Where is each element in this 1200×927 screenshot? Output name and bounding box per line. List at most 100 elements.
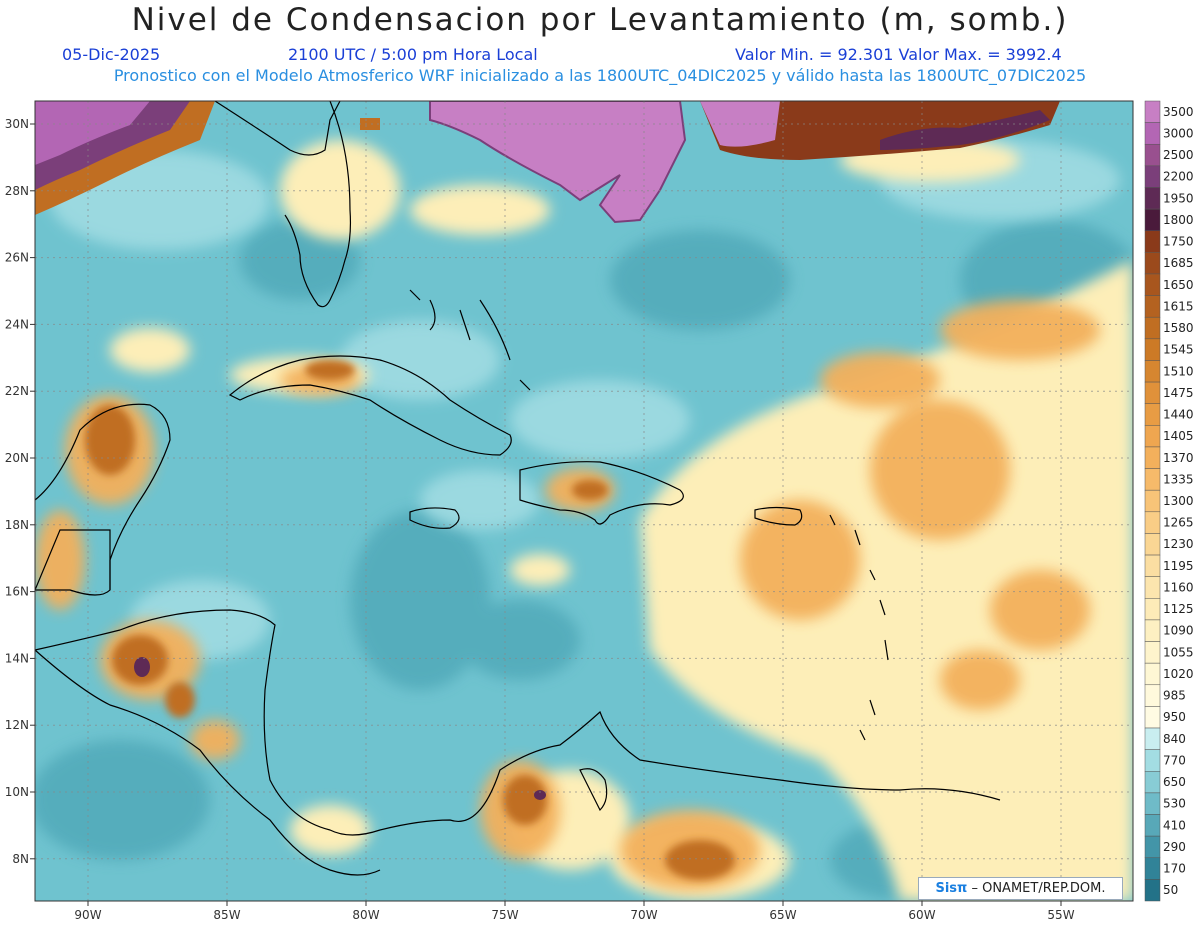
shaded-field bbox=[35, 101, 1133, 901]
legend-swatch bbox=[1144, 706, 1161, 729]
northern-high-band bbox=[35, 101, 1060, 224]
legend-label: 290 bbox=[1163, 840, 1186, 854]
legend-swatch bbox=[1144, 122, 1161, 145]
legend-swatch bbox=[1144, 208, 1161, 231]
legend-label: 1370 bbox=[1163, 451, 1194, 465]
lat-tick-label: 20N bbox=[5, 451, 29, 465]
lon-tick-label: 60W bbox=[908, 908, 935, 922]
legend-swatch bbox=[1144, 879, 1161, 902]
lat-tick-label: 8N bbox=[12, 852, 29, 866]
legend-label: 170 bbox=[1163, 862, 1186, 876]
legend-label: 1615 bbox=[1163, 299, 1194, 313]
legend-label: 1510 bbox=[1163, 364, 1194, 378]
lat-tick-label: 18N bbox=[5, 518, 29, 532]
maximum-spots bbox=[134, 657, 546, 800]
central-america-coast bbox=[34, 609, 1001, 836]
legend-label: 650 bbox=[1163, 775, 1186, 789]
legend-swatch bbox=[1144, 662, 1161, 686]
lon-tick-label: 65W bbox=[769, 908, 796, 922]
legend-label: 530 bbox=[1163, 797, 1186, 811]
legend-swatch bbox=[1144, 187, 1161, 210]
color-legend: 3500 3000 2500 2200 1950 1800 1750 1685 1650 1615… bbox=[1144, 100, 1194, 902]
legend-swatch bbox=[1144, 143, 1161, 167]
legend-label: 1800 bbox=[1163, 213, 1194, 227]
lon-tick-label: 75W bbox=[491, 908, 518, 922]
map-title: Nivel de Condensacion por Levantamiento … bbox=[131, 2, 1069, 38]
cuba-coast bbox=[228, 355, 512, 456]
legend-label: 770 bbox=[1163, 753, 1186, 767]
map-frame bbox=[34, 100, 1134, 902]
hispaniola-coast bbox=[519, 461, 684, 525]
legend-label: 3500 bbox=[1163, 105, 1194, 119]
lat-tick-label: 12N bbox=[5, 718, 29, 732]
legend-label: 1750 bbox=[1163, 235, 1194, 249]
lat-tick-label: 16N bbox=[5, 585, 29, 599]
model-subtitle: Pronostico con el Modelo Atmosferico WRF… bbox=[113, 66, 1087, 85]
legend-label: 1090 bbox=[1163, 624, 1194, 638]
lat-tick-label: 14N bbox=[5, 651, 29, 665]
value-min-max: Valor Min. = 92.301 Valor Max. = 3992.4 bbox=[735, 45, 1062, 64]
legend-swatch bbox=[1144, 749, 1161, 772]
coastlines bbox=[34, 100, 1001, 876]
credit-text: – ONAMET/REP.DOM. bbox=[971, 881, 1106, 896]
legend-swatch bbox=[1144, 446, 1161, 469]
puerto-rico-coast bbox=[754, 506, 803, 526]
legend-swatch bbox=[1144, 425, 1161, 448]
legend-swatch bbox=[1144, 619, 1161, 642]
legend-swatch bbox=[1144, 273, 1161, 296]
legend-label: 1230 bbox=[1163, 537, 1194, 551]
lon-tick-label: 85W bbox=[213, 908, 240, 922]
legend-label: 1580 bbox=[1163, 321, 1194, 335]
central-america-pacific-coast bbox=[34, 649, 381, 876]
lat-tick-label: 28N bbox=[5, 184, 29, 198]
graticule bbox=[35, 101, 1133, 901]
legend-swatch bbox=[1144, 381, 1161, 404]
bahamas-coast bbox=[409, 289, 531, 391]
legend-label: 1160 bbox=[1163, 580, 1194, 594]
legend-swatch bbox=[1144, 230, 1161, 253]
forecast-time: 2100 UTC / 5:00 pm Hora Local bbox=[288, 45, 538, 64]
lat-tick-label: 30N bbox=[5, 117, 29, 131]
legend-label: 1475 bbox=[1163, 386, 1194, 400]
axis-ticks: 90W 85W 80W 75W 70W 65W 60W 55W 30N 28N 26N 24N 22N 2… bbox=[5, 117, 1075, 922]
mexico-guatemala-border bbox=[34, 529, 111, 591]
legend-label: 1440 bbox=[1163, 408, 1194, 422]
legend-swatch bbox=[1144, 576, 1161, 599]
florida-coast bbox=[214, 100, 352, 308]
legend-label: 1685 bbox=[1163, 256, 1194, 270]
legend-label: 1405 bbox=[1163, 429, 1194, 443]
lat-tick-label: 10N bbox=[5, 785, 29, 799]
legend-swatch bbox=[1144, 165, 1161, 188]
legend-label: 1055 bbox=[1163, 645, 1194, 659]
legend-label: 50 bbox=[1163, 883, 1178, 897]
legend-label: 1195 bbox=[1163, 559, 1194, 573]
legend-swatch bbox=[1144, 403, 1161, 426]
lesser-antilles-coast bbox=[829, 514, 889, 741]
forecast-date: 05-Dic-2025 bbox=[62, 45, 161, 64]
legend-label: 1020 bbox=[1163, 667, 1194, 681]
legend-swatch bbox=[1144, 316, 1161, 340]
legend-swatch bbox=[1144, 554, 1161, 577]
legend-swatch bbox=[1144, 511, 1161, 534]
legend-swatch bbox=[1144, 338, 1161, 361]
legend-label: 410 bbox=[1163, 818, 1186, 832]
legend-swatch bbox=[1144, 252, 1161, 275]
legend-label: 2500 bbox=[1163, 148, 1194, 162]
legend-swatch bbox=[1144, 641, 1161, 664]
legend-label: 1545 bbox=[1163, 343, 1194, 357]
legend-swatch bbox=[1144, 857, 1161, 880]
legend-label: 3000 bbox=[1163, 126, 1194, 140]
legend-swatch bbox=[1144, 814, 1161, 837]
legend-swatch bbox=[1144, 533, 1161, 556]
legend-swatch bbox=[1144, 771, 1161, 794]
legend-swatch bbox=[1144, 835, 1161, 859]
legend-label: 1300 bbox=[1163, 494, 1194, 508]
sispi-logo: Sisπ bbox=[935, 881, 968, 896]
lon-tick-label: 80W bbox=[352, 908, 379, 922]
legend-label: 1650 bbox=[1163, 278, 1194, 292]
legend-label: 2200 bbox=[1163, 170, 1194, 184]
legend-swatch bbox=[1144, 727, 1161, 750]
legend-swatch bbox=[1144, 360, 1161, 383]
legend-swatch bbox=[1144, 792, 1161, 815]
